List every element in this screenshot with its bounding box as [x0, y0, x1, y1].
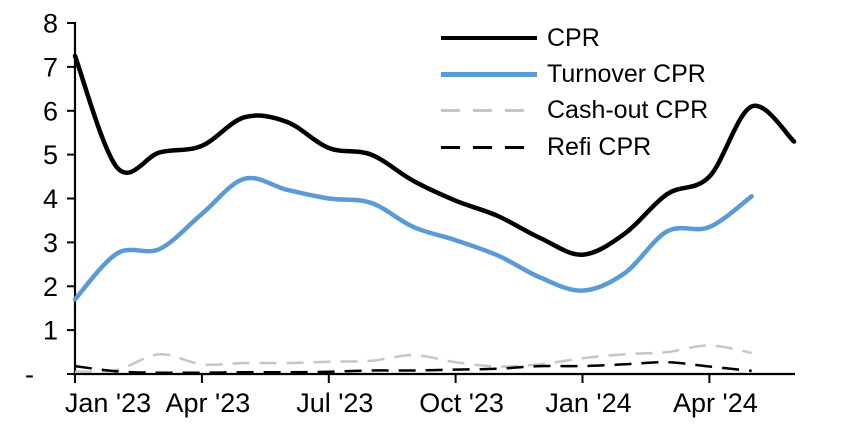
- y-tick-label: 6: [43, 96, 58, 126]
- x-tick-label: Jul '23: [296, 388, 373, 418]
- legend-label-cpr: CPR: [547, 23, 600, 52]
- series-line-cash-out-cpr: [74, 344, 752, 374]
- legend: CPR Turnover CPR Cash-out CPR Refi CPR: [441, 20, 708, 166]
- y-tick-label: 2: [43, 272, 58, 302]
- legend-item-cashout-cpr: Cash-out CPR: [441, 93, 708, 129]
- y-tick-label: 1: [43, 316, 58, 346]
- y-tick-label: 7: [43, 52, 58, 82]
- series-line-cpr: [72, 53, 797, 257]
- legend-label-refi-cpr: Refi CPR: [547, 132, 652, 161]
- legend-line-sample-cashout-cpr: [441, 109, 537, 113]
- series-line-turnover-cpr: [72, 175, 754, 302]
- x-tick-label: Apr '23: [166, 388, 251, 418]
- y-tick-label: 4: [43, 184, 58, 214]
- y-tick-label: -: [25, 360, 34, 390]
- legend-label-turnover-cpr: Turnover CPR: [547, 60, 706, 89]
- y-tick-label: 3: [43, 228, 58, 258]
- legend-item-cpr: CPR: [441, 20, 708, 56]
- legend-line-sample-refi-cpr: [441, 145, 537, 149]
- x-tick-label: Jan '24: [545, 388, 631, 418]
- x-tick-label: Jan '23: [65, 388, 151, 418]
- legend-line-sample-cpr: [441, 35, 537, 41]
- y-tick-label: 8: [43, 9, 58, 39]
- x-tick-label: Apr '24: [673, 388, 758, 418]
- series-line-refi-cpr: [74, 360, 752, 375]
- y-tick-label: 5: [43, 140, 58, 170]
- legend-item-refi-cpr: Refi CPR: [441, 129, 708, 165]
- legend-label-cashout-cpr: Cash-out CPR: [547, 96, 709, 125]
- legend-line-sample-turnover-cpr: [441, 72, 537, 77]
- x-tick-label: Oct '23: [419, 388, 504, 418]
- legend-item-turnover-cpr: Turnover CPR: [441, 56, 708, 92]
